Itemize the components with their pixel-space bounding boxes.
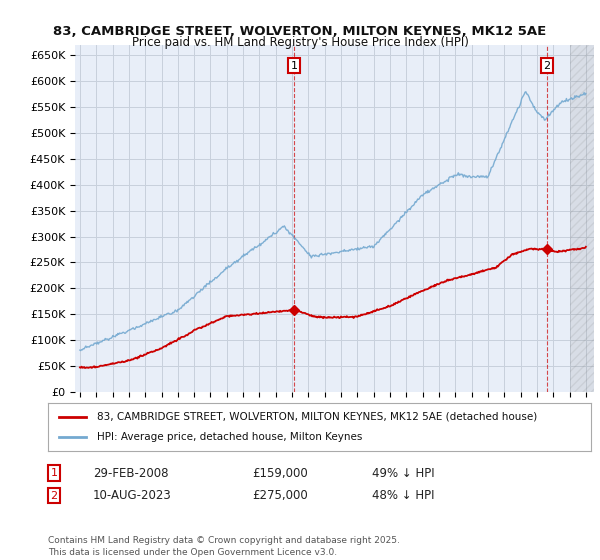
Text: £275,000: £275,000	[252, 489, 308, 502]
Text: 49% ↓ HPI: 49% ↓ HPI	[372, 466, 434, 480]
Text: 29-FEB-2008: 29-FEB-2008	[93, 466, 169, 480]
Text: 2: 2	[544, 60, 551, 71]
Text: 10-AUG-2023: 10-AUG-2023	[93, 489, 172, 502]
Text: 83, CAMBRIDGE STREET, WOLVERTON, MILTON KEYNES, MK12 5AE: 83, CAMBRIDGE STREET, WOLVERTON, MILTON …	[53, 25, 547, 38]
Text: 83, CAMBRIDGE STREET, WOLVERTON, MILTON KEYNES, MK12 5AE (detached house): 83, CAMBRIDGE STREET, WOLVERTON, MILTON …	[97, 412, 537, 422]
Text: HPI: Average price, detached house, Milton Keynes: HPI: Average price, detached house, Milt…	[97, 432, 362, 442]
Text: Price paid vs. HM Land Registry's House Price Index (HPI): Price paid vs. HM Land Registry's House …	[131, 36, 469, 49]
Text: 1: 1	[50, 468, 58, 478]
Text: Contains HM Land Registry data © Crown copyright and database right 2025.
This d: Contains HM Land Registry data © Crown c…	[48, 536, 400, 557]
Text: £159,000: £159,000	[252, 466, 308, 480]
Text: 2: 2	[50, 491, 58, 501]
Text: 1: 1	[290, 60, 298, 71]
Text: 48% ↓ HPI: 48% ↓ HPI	[372, 489, 434, 502]
Bar	[569, 45, 594, 392]
